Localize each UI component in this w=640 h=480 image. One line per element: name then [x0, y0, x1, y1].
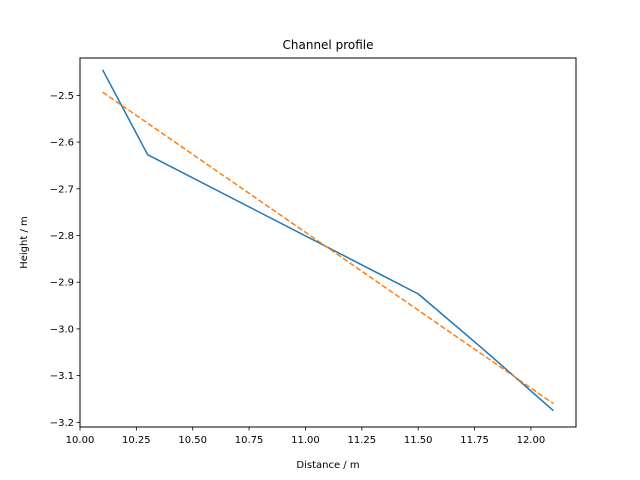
x-tick-label: 11.25	[347, 435, 376, 446]
y-tick-label: −3.2	[50, 418, 74, 429]
y-tick-label: −3.0	[50, 324, 74, 335]
x-tick-label: 11.00	[291, 435, 320, 446]
y-tick-label: −2.6	[50, 138, 74, 149]
y-tick-label: −2.8	[50, 231, 74, 242]
x-tick-label: 10.25	[122, 435, 151, 446]
x-tick-label: 11.75	[460, 435, 489, 446]
chart-title: Channel profile	[283, 38, 374, 52]
x-tick-label: 11.50	[404, 435, 433, 446]
y-axis-ticks: −2.5 −2.6 −2.7 −2.8 −2.9 −3.0 −3.1 −3.2	[50, 91, 80, 429]
series-line-2	[102, 91, 554, 405]
y-axis-label: Height / m	[19, 216, 30, 269]
series-line-1	[101, 69, 554, 412]
x-tick-label: 10.00	[66, 435, 95, 446]
y-tick-label: −2.9	[50, 278, 74, 289]
series-layer	[101, 69, 554, 412]
x-tick-label: 12.00	[517, 435, 546, 446]
x-tick-label: 10.75	[235, 435, 264, 446]
x-axis-ticks: 10.00 10.25 10.50 10.75 11.00 11.25 11.50 11.75…	[66, 427, 546, 446]
y-tick-label: −2.5	[50, 91, 74, 102]
y-tick-label: −2.7	[50, 184, 74, 195]
x-tick-label: 10.50	[178, 435, 207, 446]
plot-frame	[79, 57, 577, 428]
y-tick-label: −3.1	[50, 371, 74, 382]
x-axis-label: Distance / m	[296, 460, 359, 471]
